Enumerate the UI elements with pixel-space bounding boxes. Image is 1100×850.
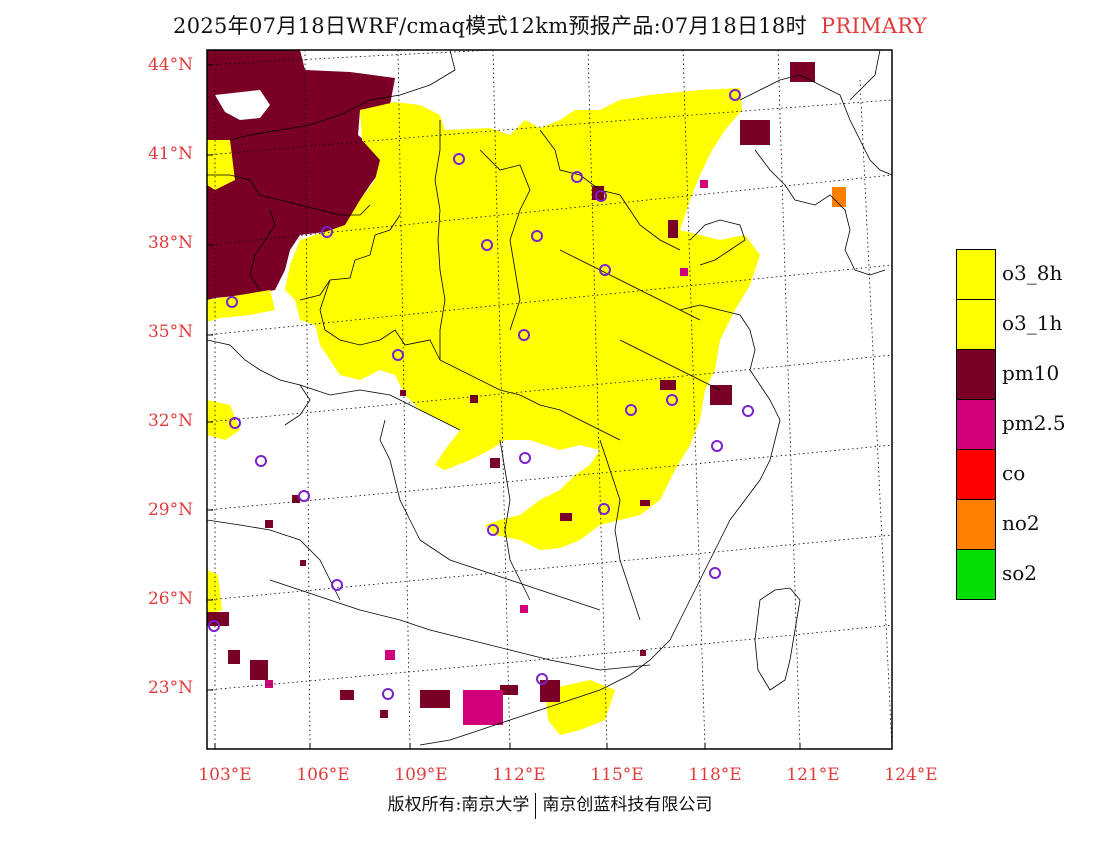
lon-label-124e: 124°E <box>884 765 938 785</box>
legend-swatch <box>956 549 996 600</box>
primary-tag: PRIMARY <box>820 14 927 38</box>
lon-label-112e: 112°E <box>492 765 546 785</box>
lon-label-106e: 106°E <box>296 765 350 785</box>
legend-swatch <box>956 349 996 400</box>
tick-marks <box>207 64 893 749</box>
title-text: 2025年07月18日WRF/cmaq模式12km预报产品:07月18日18时 <box>173 14 807 38</box>
legend-swatch <box>956 449 996 500</box>
lat-label-32n: 32°N <box>147 411 193 431</box>
pm25-specks <box>265 180 708 725</box>
boundaries <box>207 50 892 746</box>
legend-label: pm2.5 <box>1002 411 1066 435</box>
lon-label-115e: 115°E <box>590 765 644 785</box>
legend-label: co <box>1002 461 1026 485</box>
lat-label-38n: 38°N <box>147 233 193 253</box>
copyright-divider <box>535 792 537 819</box>
ozone-region-main <box>285 88 760 550</box>
copyright-right: 南京创蓝科技有限公司 <box>542 795 713 815</box>
pm10-specks <box>207 62 815 718</box>
legend-swatch <box>956 299 996 350</box>
lat-label-26n: 26°N <box>147 589 193 609</box>
map-title: 2025年07月18日WRF/cmaq模式12km预报产品:07月18日18时 P… <box>0 10 1100 40</box>
legend-label: o3_1h <box>1002 311 1063 335</box>
lat-label-41n: 41°N <box>147 144 193 164</box>
legend-label: no2 <box>1002 511 1040 535</box>
lat-label-44n: 44°N <box>147 55 193 75</box>
lon-label-103e: 103°E <box>198 765 252 785</box>
graticule <box>207 50 892 749</box>
lon-label-109e: 109°E <box>394 765 448 785</box>
station-markers <box>208 89 754 700</box>
no2-speck <box>832 187 846 207</box>
lon-label-121e: 121°E <box>786 765 840 785</box>
legend-swatch <box>956 249 996 300</box>
legend-label: o3_8h <box>1002 261 1063 285</box>
lat-label-35n: 35°N <box>147 322 193 342</box>
lon-label-118e: 118°E <box>688 765 742 785</box>
copyright-footer: 版权所有:南京大学 南京创蓝科技有限公司 <box>0 790 1100 819</box>
lat-label-23n: 23°N <box>147 678 193 698</box>
legend-swatch <box>956 499 996 550</box>
copyright-left: 版权所有:南京大学 <box>387 795 530 815</box>
lat-label-29n: 29°N <box>147 500 193 520</box>
map-frame <box>206 49 893 750</box>
legend-label: so2 <box>1002 561 1038 585</box>
legend-label: pm10 <box>1002 361 1060 385</box>
legend-swatch <box>956 399 996 450</box>
